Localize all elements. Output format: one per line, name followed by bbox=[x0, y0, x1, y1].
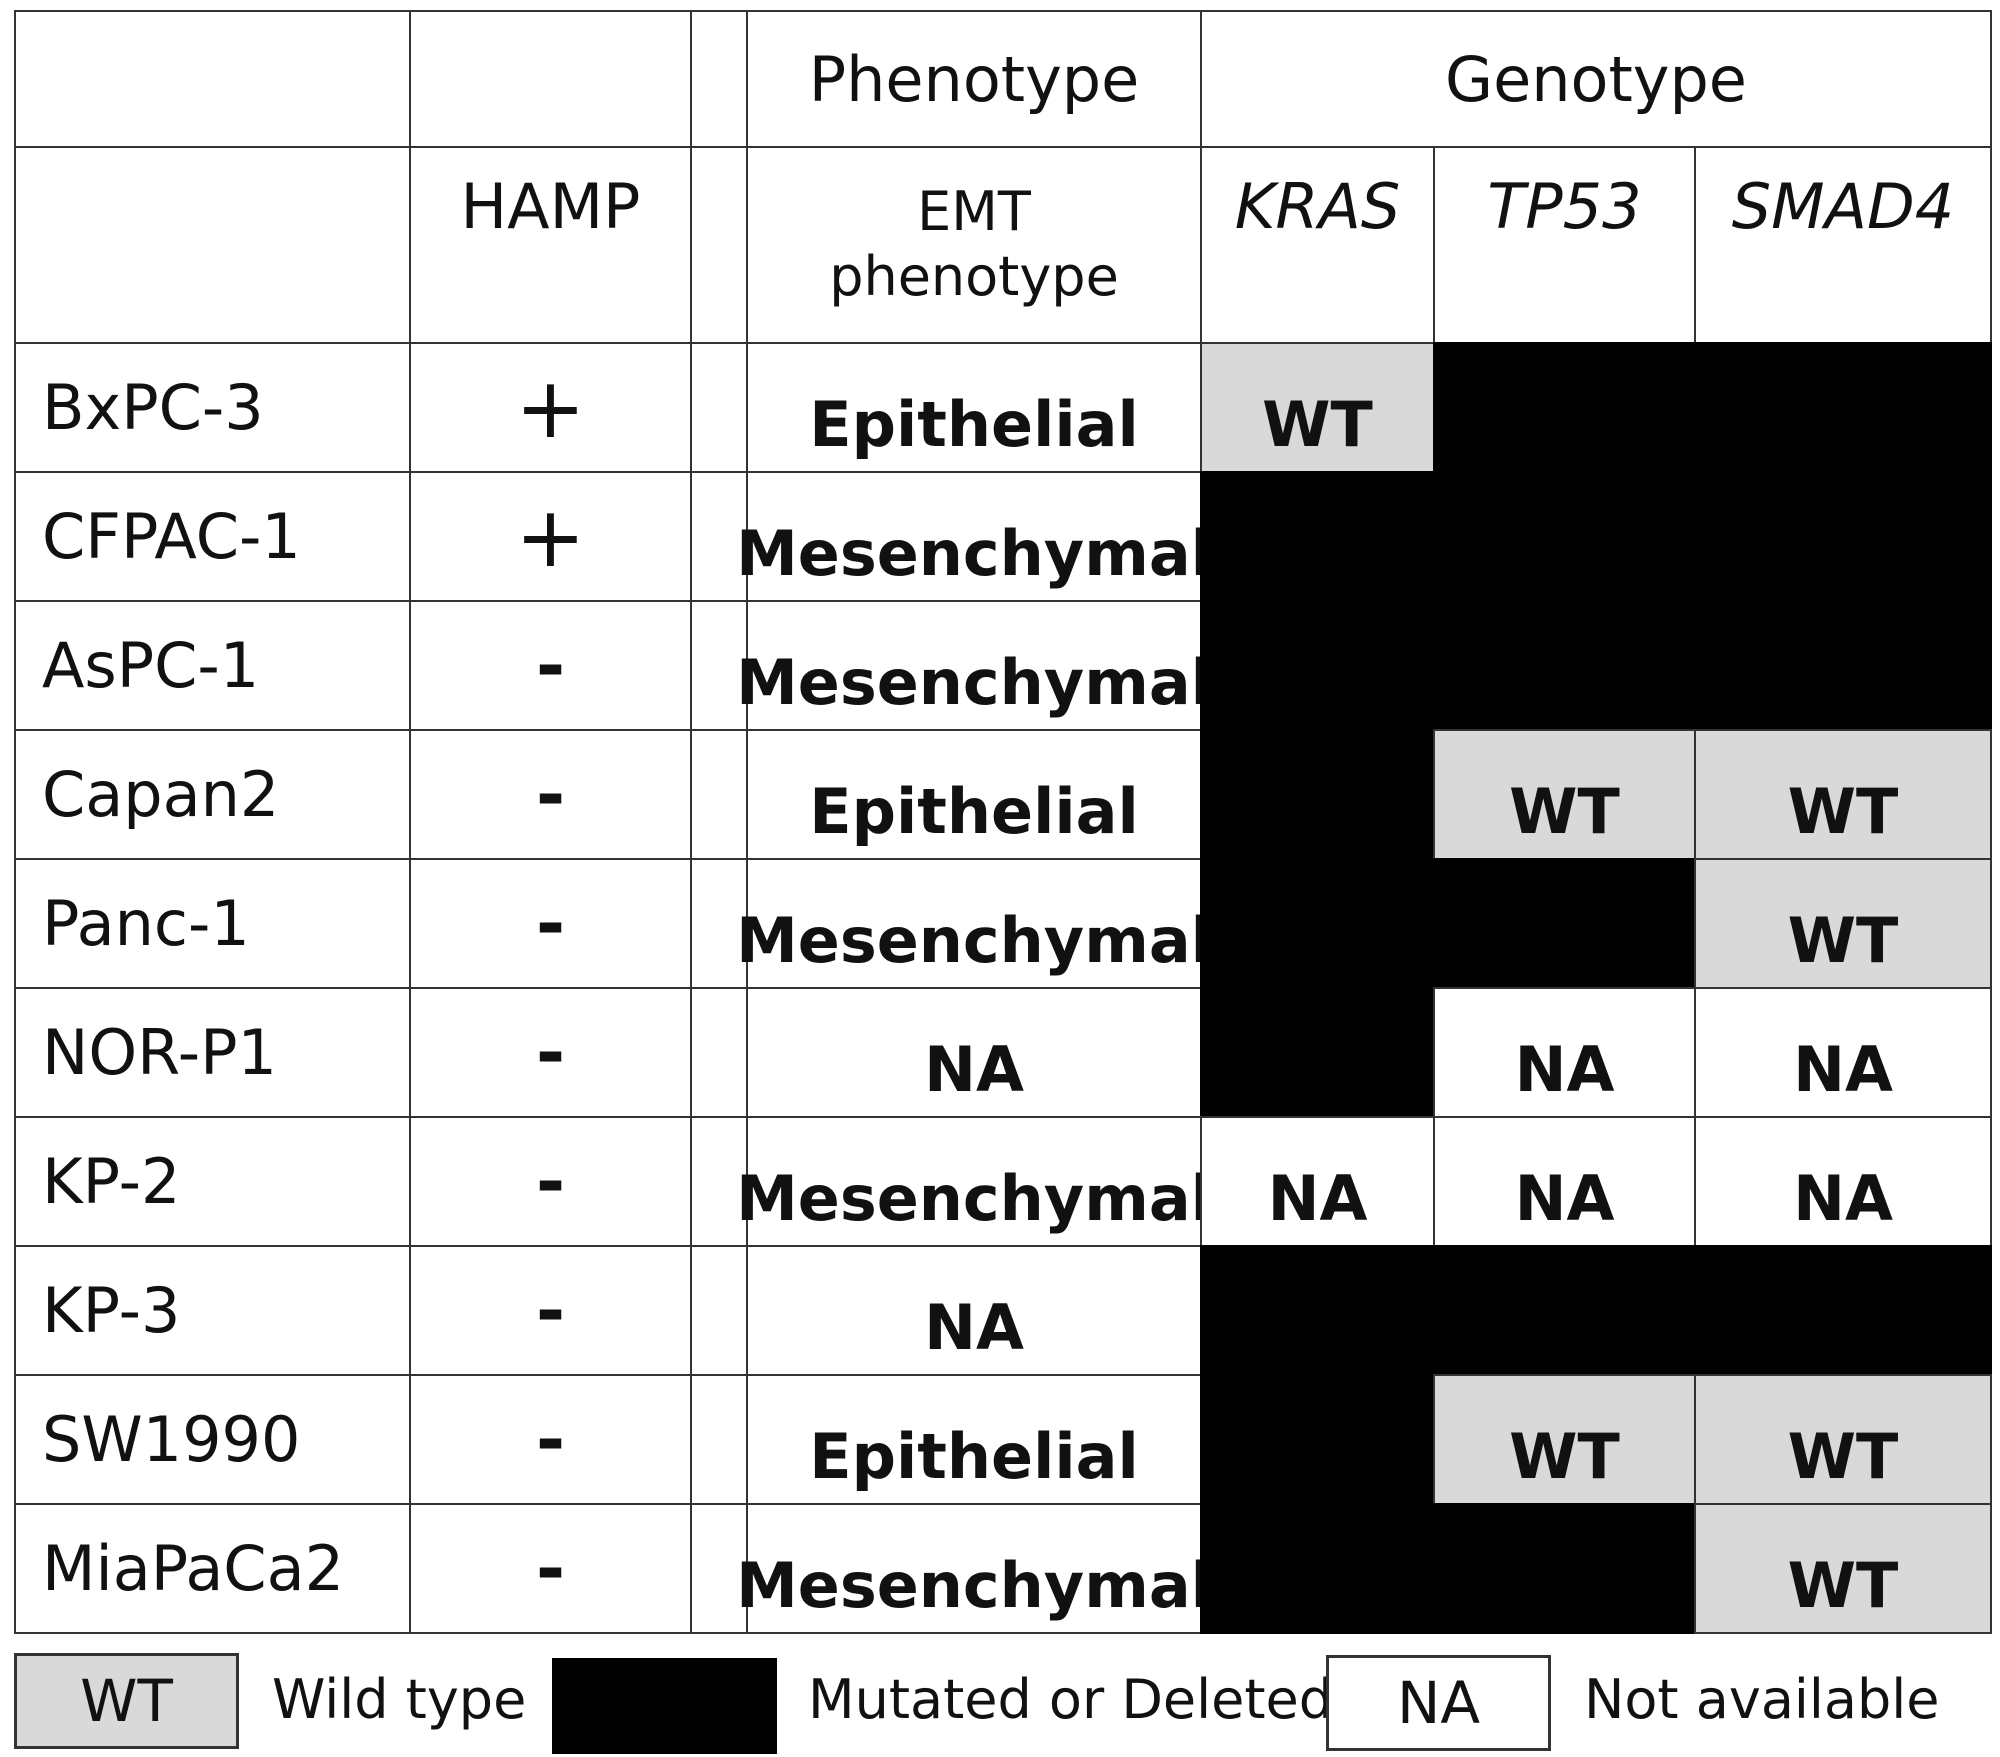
kras-value bbox=[1200, 600, 1435, 731]
kras-value: WT bbox=[1200, 342, 1435, 473]
hamp-top-cell bbox=[409, 10, 692, 148]
tp53-value bbox=[1433, 1245, 1696, 1376]
spacer bbox=[690, 1503, 748, 1634]
smad4-value: WT bbox=[1694, 1503, 1992, 1634]
row-name: CFPAC-1 bbox=[14, 471, 411, 602]
kras-value bbox=[1200, 1374, 1435, 1505]
minus-sign: - bbox=[535, 1011, 566, 1094]
smad4-value bbox=[1694, 342, 1992, 473]
emt-phenotype-value: Mesenchymal bbox=[736, 600, 1212, 731]
spacer bbox=[690, 1374, 748, 1505]
tp53-header: TP53 bbox=[1433, 146, 1696, 344]
row-name: SW1990 bbox=[14, 1374, 411, 1505]
kras-header: KRAS bbox=[1200, 146, 1435, 344]
row-name: Panc-1 bbox=[14, 858, 411, 989]
smad4-value: NA bbox=[1694, 987, 1992, 1118]
kras-value: NA bbox=[1200, 1116, 1435, 1247]
hamp-value: - bbox=[409, 600, 692, 731]
hamp-value: - bbox=[409, 858, 692, 989]
row-name: BxPC-3 bbox=[14, 342, 411, 473]
minus-sign: - bbox=[535, 1527, 566, 1610]
hamp-value: + bbox=[409, 471, 692, 602]
emt-header-line1: EMT bbox=[917, 180, 1031, 244]
emt-phenotype-value: Mesenchymal bbox=[736, 1116, 1212, 1247]
row-name: MiaPaCa2 bbox=[14, 1503, 411, 1634]
spacer-header-cell bbox=[690, 146, 748, 344]
row-name: KP-3 bbox=[14, 1245, 411, 1376]
emt-phenotype-header: EMT phenotype bbox=[746, 146, 1202, 344]
plus-sign: + bbox=[515, 487, 586, 586]
kras-value bbox=[1200, 1503, 1435, 1634]
kras-value bbox=[1200, 729, 1435, 860]
emt-phenotype-value: NA bbox=[746, 987, 1202, 1118]
tp53-value: NA bbox=[1433, 1116, 1696, 1247]
spacer bbox=[690, 600, 748, 731]
hamp-value: - bbox=[409, 1245, 692, 1376]
minus-sign: - bbox=[535, 753, 566, 836]
phenotype-header: Phenotype bbox=[746, 10, 1202, 148]
smad4-value: NA bbox=[1694, 1116, 1992, 1247]
spacer-top-cell bbox=[690, 10, 748, 148]
emt-phenotype-value: Epithelial bbox=[746, 1374, 1202, 1505]
smad4-value: WT bbox=[1694, 729, 1992, 860]
kras-value bbox=[1200, 471, 1435, 602]
minus-sign: - bbox=[535, 882, 566, 965]
hamp-value: - bbox=[409, 729, 692, 860]
smad4-header: SMAD4 bbox=[1694, 146, 1992, 344]
spacer bbox=[690, 342, 748, 473]
minus-sign: - bbox=[535, 624, 566, 707]
hamp-value: - bbox=[409, 987, 692, 1118]
rowlabel-header-cell bbox=[14, 146, 411, 344]
hamp-value: - bbox=[409, 1374, 692, 1505]
tp53-value bbox=[1433, 600, 1696, 731]
genotype-header: Genotype bbox=[1200, 10, 1992, 148]
kras-value bbox=[1200, 858, 1435, 989]
tp53-value bbox=[1433, 858, 1696, 989]
row-name: Capan2 bbox=[14, 729, 411, 860]
smad4-value bbox=[1694, 1245, 1992, 1376]
smad4-value: WT bbox=[1694, 858, 1992, 989]
hamp-value: - bbox=[409, 1503, 692, 1634]
kras-value bbox=[1200, 987, 1435, 1118]
emt-phenotype-value: Mesenchymal bbox=[736, 858, 1212, 989]
spacer bbox=[690, 729, 748, 860]
spacer bbox=[690, 1245, 748, 1376]
plus-sign: + bbox=[515, 358, 586, 457]
tp53-value: WT bbox=[1433, 1374, 1696, 1505]
emt-header-line2: phenotype bbox=[829, 245, 1119, 308]
row-name: KP-2 bbox=[14, 1116, 411, 1247]
smad4-value bbox=[1694, 600, 1992, 731]
row-name: NOR-P1 bbox=[14, 987, 411, 1118]
emt-phenotype-value: Epithelial bbox=[746, 342, 1202, 473]
minus-sign: - bbox=[535, 1140, 566, 1223]
emt-phenotype-value: Mesenchymal bbox=[736, 1503, 1212, 1634]
corner-cell bbox=[14, 10, 411, 148]
kras-value bbox=[1200, 1245, 1435, 1376]
tp53-value bbox=[1433, 1503, 1696, 1634]
spacer bbox=[690, 987, 748, 1118]
emt-phenotype-value: NA bbox=[746, 1245, 1202, 1376]
hamp-header: HAMP bbox=[409, 146, 692, 344]
minus-sign: - bbox=[535, 1398, 566, 1481]
minus-sign: - bbox=[535, 1269, 566, 1352]
hamp-value: - bbox=[409, 1116, 692, 1247]
emt-phenotype-value: Mesenchymal bbox=[736, 471, 1212, 602]
smad4-value: WT bbox=[1694, 1374, 1992, 1505]
smad4-value bbox=[1694, 471, 1992, 602]
tp53-value: WT bbox=[1433, 729, 1696, 860]
tp53-value: NA bbox=[1433, 987, 1696, 1118]
tp53-value bbox=[1433, 471, 1696, 602]
row-name: AsPC-1 bbox=[14, 600, 411, 731]
emt-phenotype-value: Epithelial bbox=[746, 729, 1202, 860]
hamp-value: + bbox=[409, 342, 692, 473]
tp53-value bbox=[1433, 342, 1696, 473]
